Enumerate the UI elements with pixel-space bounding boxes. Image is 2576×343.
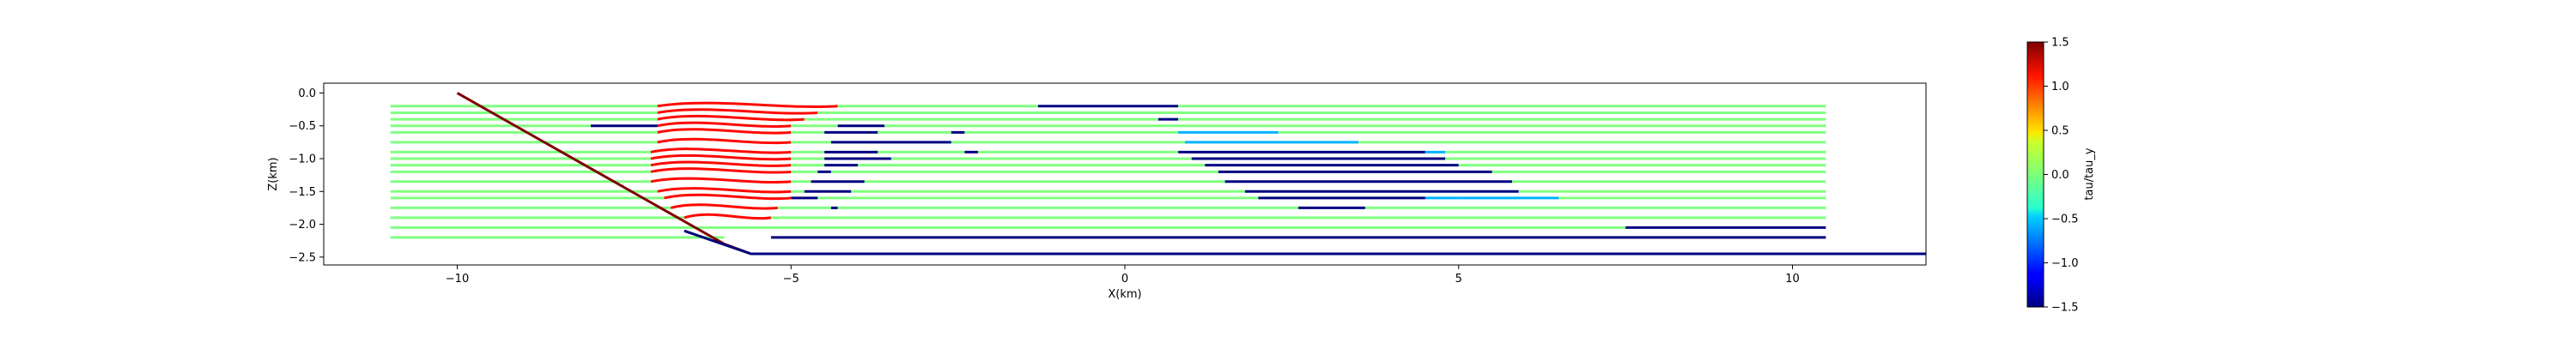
stress-line-6-seg-1 — [650, 147, 792, 154]
y-tick-label: −0.5 — [289, 120, 316, 133]
colorbar-tick-label: −1.5 — [2051, 302, 2079, 315]
x-axis-label: X(km) — [1108, 288, 1141, 301]
stress-line-2-seg-1 — [657, 114, 805, 122]
stress-lines — [390, 101, 1826, 239]
boundary-floor — [683, 229, 1926, 256]
boundary-lines — [456, 92, 1926, 256]
y-tick-label: −1.0 — [289, 153, 316, 166]
y-tick-label: −1.5 — [289, 186, 316, 199]
x-tick-label: 0 — [1121, 273, 1128, 286]
y-tick-label: −2.0 — [289, 219, 316, 232]
colorbar-tick-label: 0.5 — [2051, 125, 2069, 138]
y-tick-label: −2.5 — [289, 251, 316, 264]
stress-line-11-seg-1 — [657, 187, 792, 194]
colorbar-tick-label: −1.0 — [2051, 257, 2079, 270]
y-tick-label: 0.0 — [298, 87, 316, 100]
colorbar-ticks: 1.5 1.0 0.5 0.0 −0.5 −1.0 −1.5 — [2044, 37, 2079, 315]
stress-line-13-seg-1 — [670, 203, 778, 210]
stress-line-1-seg-1 — [657, 108, 818, 115]
plot-area — [390, 92, 1926, 256]
colorbar-tick-label: 0.0 — [2051, 169, 2069, 182]
colorbar-label: tau/tau_y — [2083, 147, 2096, 200]
stress-line-5-seg-1 — [657, 137, 792, 145]
stress-line-9-seg-1 — [650, 167, 792, 174]
stress-line-10-seg-1 — [650, 177, 792, 184]
colorbar-tick-label: 1.5 — [2051, 37, 2069, 50]
stress-line-8-seg-1 — [650, 160, 792, 167]
colorbar-tick-label: −0.5 — [2051, 214, 2079, 226]
x-tick-label: −10 — [446, 273, 469, 286]
colorbar-tick-label: 1.0 — [2051, 81, 2069, 93]
stress-line-4-seg-1 — [657, 128, 792, 135]
stress-line-7-seg-1 — [650, 153, 792, 161]
colorbar: 1.5 1.0 0.5 0.0 −0.5 −1.0 −1.5 tau/tau_y — [2026, 37, 2096, 315]
stress-line-14-seg-1 — [683, 213, 772, 220]
x-tick-label: −5 — [783, 273, 799, 286]
y-axis-label: Z(km) — [267, 157, 280, 190]
x-axis: −10 −5 0 5 10 — [446, 265, 1800, 286]
x-tick-label: 10 — [1785, 273, 1800, 286]
x-tick-label: 5 — [1455, 273, 1462, 286]
stress-line-0-seg-1 — [657, 101, 838, 109]
stress-line-12-seg-1 — [664, 193, 792, 201]
colorbar-gradient — [2026, 41, 2044, 308]
y-axis: 0.0 −0.5 −1.0 −1.5 −2.0 −2.5 — [289, 87, 324, 264]
stress-line-3-seg-2 — [657, 121, 792, 128]
